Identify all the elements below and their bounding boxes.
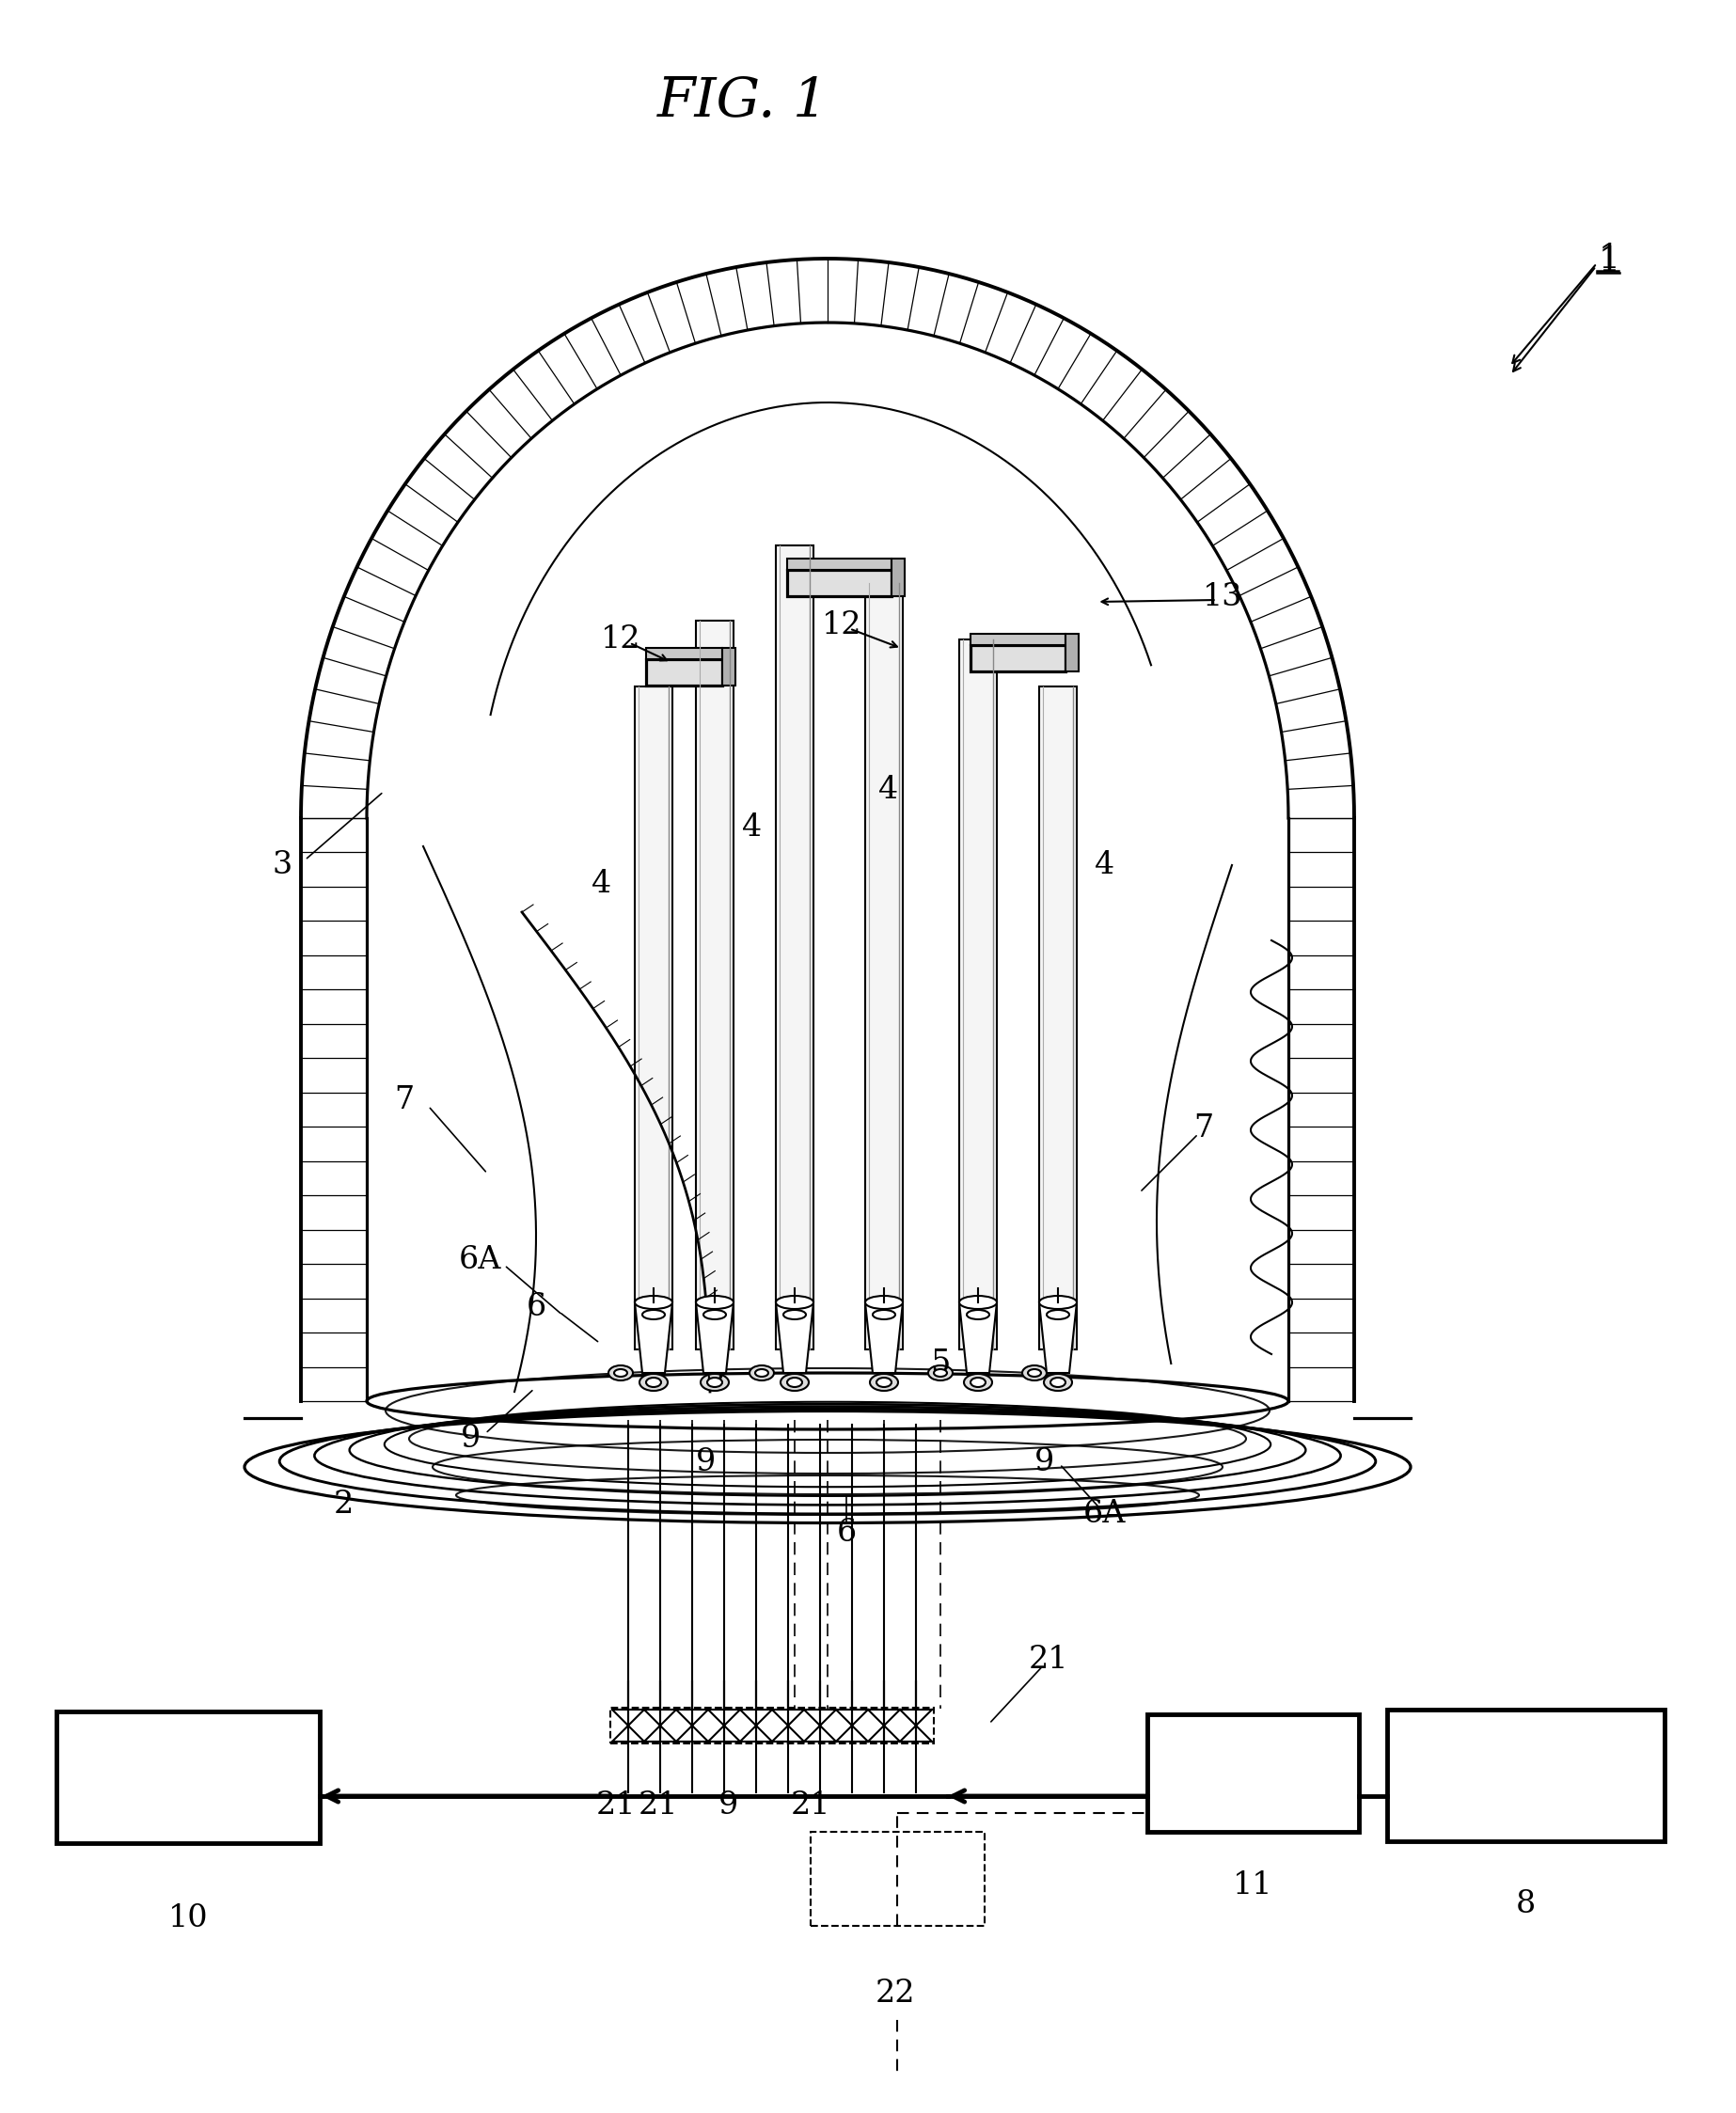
Text: 6A: 6A (1083, 1498, 1127, 1530)
Text: 2: 2 (333, 1490, 352, 1519)
Ellipse shape (776, 1295, 814, 1308)
Text: 7: 7 (1194, 1114, 1213, 1143)
Text: FIG. 1: FIG. 1 (658, 74, 828, 129)
Ellipse shape (1028, 1369, 1042, 1378)
Text: 22: 22 (875, 1978, 915, 2009)
Bar (786, 571, 892, 596)
Bar (970, 634, 1066, 644)
Text: 4: 4 (878, 775, 899, 805)
Ellipse shape (970, 1378, 986, 1386)
Text: 9: 9 (460, 1424, 481, 1454)
Polygon shape (776, 1302, 814, 1373)
Ellipse shape (934, 1369, 948, 1378)
Ellipse shape (967, 1310, 990, 1319)
Text: 1: 1 (1599, 243, 1620, 275)
Text: 6A: 6A (458, 1245, 502, 1274)
Bar (960, 640, 996, 1350)
Ellipse shape (1050, 1378, 1066, 1386)
Ellipse shape (707, 1378, 722, 1386)
Text: 21: 21 (790, 1790, 830, 1821)
Text: 9: 9 (1035, 1447, 1054, 1477)
Ellipse shape (877, 1378, 892, 1386)
Ellipse shape (642, 1310, 665, 1319)
Ellipse shape (646, 1378, 661, 1386)
Text: 4: 4 (1095, 849, 1115, 881)
Bar (57, 1712, 319, 1843)
Text: 21: 21 (595, 1790, 635, 1821)
Bar (696, 621, 734, 1350)
Bar (611, 1707, 934, 1743)
Bar (646, 649, 722, 659)
Ellipse shape (696, 1295, 734, 1308)
Ellipse shape (960, 1295, 996, 1308)
Text: 13: 13 (1203, 581, 1243, 613)
Ellipse shape (703, 1310, 726, 1319)
Ellipse shape (865, 1295, 903, 1308)
Text: 21: 21 (1028, 1644, 1069, 1676)
Ellipse shape (963, 1373, 993, 1390)
Text: 5: 5 (705, 1359, 724, 1388)
Text: 1: 1 (1599, 245, 1620, 277)
Polygon shape (635, 1302, 672, 1373)
Ellipse shape (1043, 1373, 1073, 1390)
Bar (1040, 687, 1076, 1350)
Text: 12: 12 (821, 611, 861, 640)
Ellipse shape (639, 1373, 668, 1390)
Ellipse shape (755, 1369, 769, 1378)
Polygon shape (696, 1302, 734, 1373)
Ellipse shape (615, 1369, 627, 1378)
Ellipse shape (873, 1310, 896, 1319)
Ellipse shape (781, 1373, 809, 1390)
Bar (1066, 634, 1078, 672)
Ellipse shape (750, 1365, 774, 1380)
Ellipse shape (870, 1373, 898, 1390)
Polygon shape (865, 1302, 903, 1373)
Ellipse shape (786, 1378, 802, 1386)
Text: 11: 11 (1233, 1870, 1272, 1900)
Text: 6: 6 (526, 1291, 547, 1323)
Ellipse shape (1047, 1310, 1069, 1319)
Bar (635, 687, 672, 1350)
Text: 4: 4 (592, 868, 611, 898)
Bar (865, 583, 903, 1350)
Polygon shape (1040, 1302, 1076, 1373)
Ellipse shape (783, 1310, 806, 1319)
Bar (776, 545, 814, 1350)
Bar (892, 558, 904, 596)
Text: 10: 10 (168, 1904, 208, 1933)
Text: 3: 3 (273, 849, 292, 881)
Polygon shape (960, 1302, 996, 1373)
Text: 21: 21 (639, 1790, 679, 1821)
Bar (1147, 1714, 1359, 1832)
Ellipse shape (608, 1365, 634, 1380)
Ellipse shape (1040, 1295, 1076, 1308)
Bar (646, 659, 722, 685)
Ellipse shape (701, 1373, 729, 1390)
Bar (1387, 1709, 1665, 1840)
Bar (786, 558, 892, 571)
Text: 8: 8 (1516, 1889, 1535, 1919)
Ellipse shape (929, 1365, 953, 1380)
Text: 9: 9 (719, 1790, 740, 1821)
Ellipse shape (1023, 1365, 1047, 1380)
Text: 9: 9 (696, 1447, 715, 1477)
Text: 7: 7 (394, 1086, 415, 1116)
Bar (811, 1832, 984, 1925)
Text: 12: 12 (601, 625, 641, 655)
Text: 4: 4 (743, 814, 762, 843)
Bar (970, 644, 1066, 672)
Ellipse shape (635, 1295, 672, 1308)
Text: 6: 6 (837, 1517, 856, 1549)
Text: 5: 5 (930, 1348, 951, 1378)
Bar (722, 649, 736, 685)
